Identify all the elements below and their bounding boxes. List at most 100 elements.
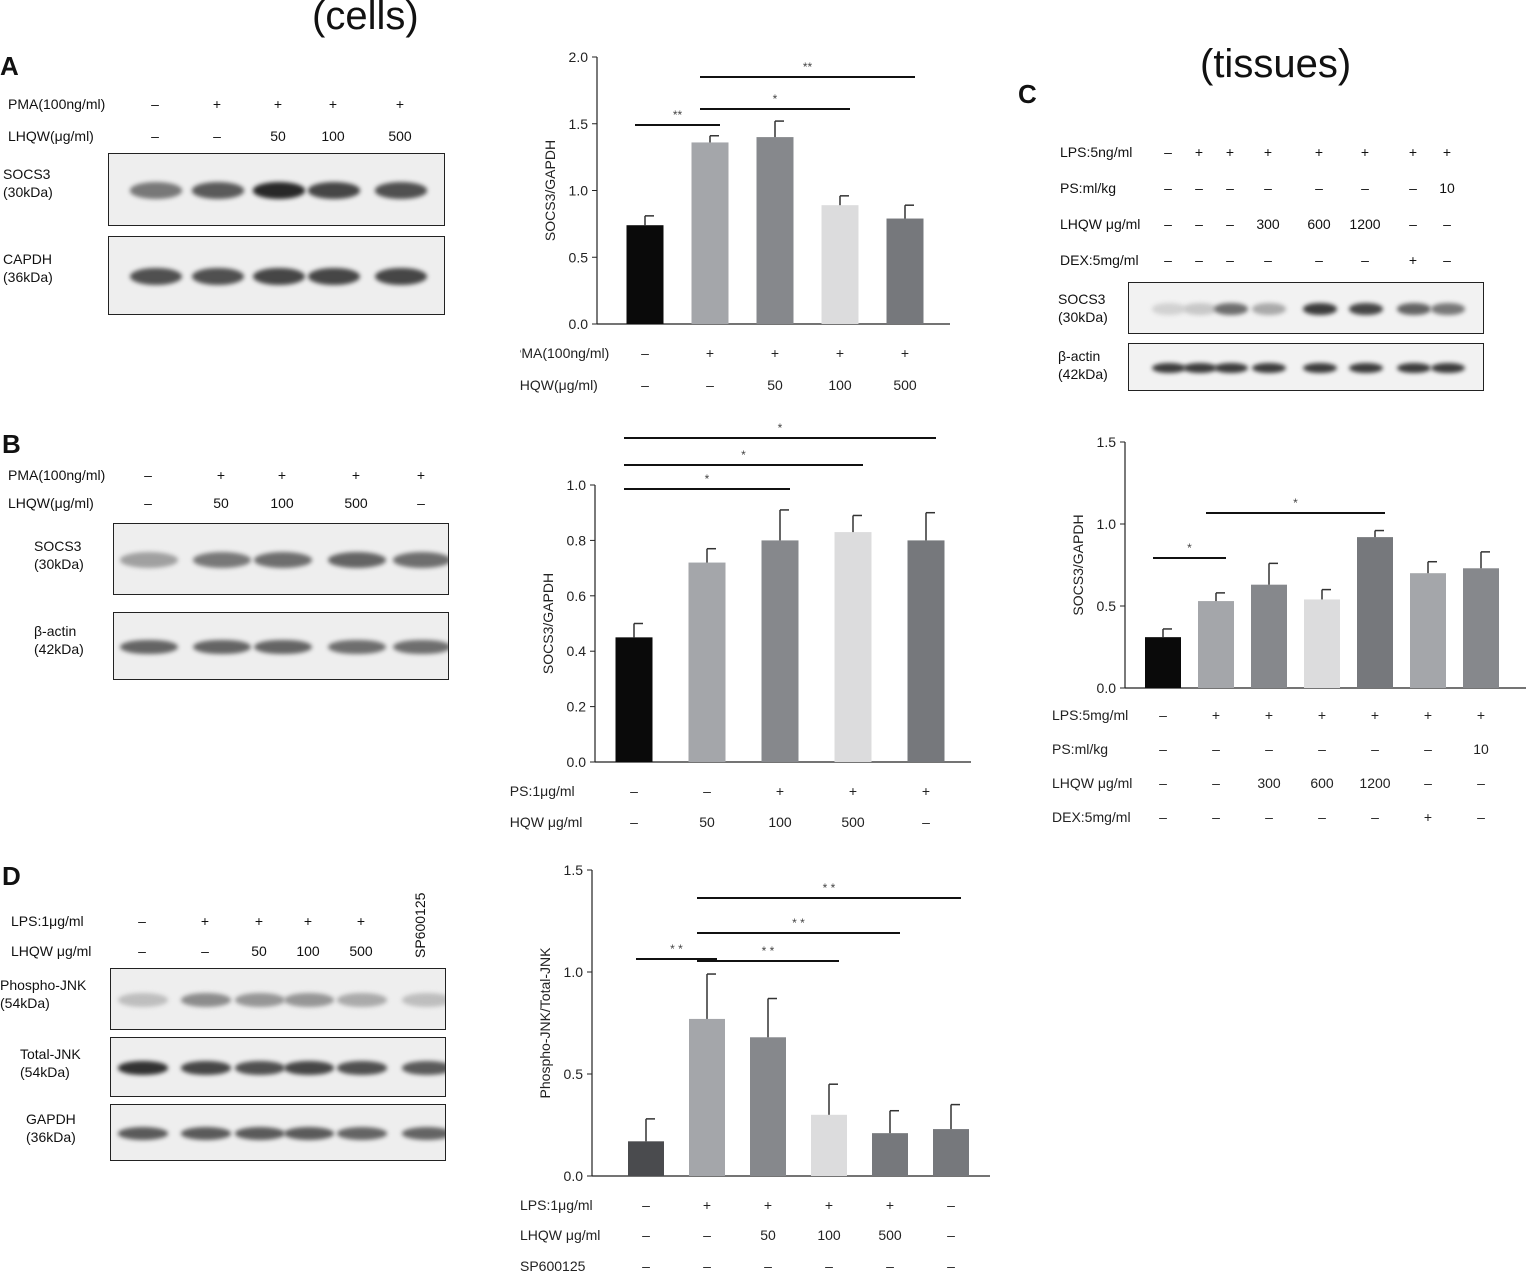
y-tick-label: 1.0 — [1097, 516, 1117, 532]
band-name: β-actin (42kDa) — [34, 623, 84, 657]
blot-band — [1303, 303, 1337, 315]
condition-value: + — [303, 913, 313, 929]
blot-band — [235, 1127, 285, 1140]
condition-value: 600 — [1310, 775, 1334, 791]
blot-band — [181, 1061, 231, 1075]
blot-band — [254, 639, 312, 655]
condition-value: – — [1159, 775, 1167, 791]
condition-value: – — [1159, 809, 1167, 825]
condition-value: – — [1361, 180, 1369, 196]
panel-label-d: D — [2, 861, 21, 891]
condition-value: – — [642, 1258, 650, 1274]
blot-band — [337, 993, 387, 1007]
condition-value: – — [138, 943, 146, 959]
blot-band — [235, 1061, 285, 1075]
y-tick-label: 1.5 — [1097, 434, 1117, 450]
condition-value: – — [1265, 809, 1273, 825]
bar — [872, 1133, 908, 1176]
condition-value: + — [776, 783, 784, 799]
condition-label: DEX:5mg/ml — [1052, 809, 1131, 825]
bar — [1304, 599, 1340, 688]
condition-value: + — [1442, 144, 1452, 160]
bar — [750, 1037, 786, 1176]
condition-label: LPS:1μg/ml — [510, 783, 575, 799]
condition-value: – — [1424, 775, 1432, 791]
blot-band — [375, 267, 427, 286]
condition-value: + — [1194, 144, 1204, 160]
condition-value: – — [1443, 252, 1451, 268]
blot-band — [1431, 362, 1465, 374]
condition-value: – — [947, 1258, 955, 1274]
condition-label: LHQW(μg/ml) — [8, 495, 94, 511]
condition-value: + — [706, 345, 714, 361]
significance-label: * * — [762, 944, 775, 958]
blot-band — [1152, 362, 1186, 374]
condition-value: – — [1212, 775, 1220, 791]
blot-band — [1183, 362, 1217, 374]
blot-band — [130, 182, 182, 199]
condition-value: 50 — [767, 377, 783, 393]
significance-label: * — [778, 421, 783, 435]
blot-band — [193, 639, 251, 655]
bar — [1198, 601, 1234, 688]
condition-value: 50 — [699, 814, 715, 830]
condition-value: + — [764, 1197, 772, 1213]
blot-band — [193, 552, 251, 568]
condition-value: – — [1164, 144, 1172, 160]
condition-value: 500 — [893, 377, 917, 393]
condition-label: PMA(100ng/ml) — [8, 96, 106, 112]
condition-value: – — [1264, 252, 1272, 268]
blot-band — [402, 1127, 445, 1140]
condition-value: 500 — [841, 814, 865, 830]
condition-value: + — [1318, 707, 1326, 723]
blot-band — [1252, 362, 1286, 374]
condition-value: – — [1443, 216, 1451, 232]
y-tick-label: 0.8 — [567, 532, 587, 548]
bar-chart-c: 0.0 0.5 1.0 1.5 SOCS3/GAPDH * * LPS:5mg/ml – + + + +… — [1052, 434, 1526, 825]
bar — [1463, 568, 1499, 688]
condition-value: + — [395, 96, 405, 112]
blot-band — [284, 1127, 334, 1140]
significance-label: * * — [670, 942, 683, 956]
bar — [761, 540, 799, 762]
y-tick-label: 0.6 — [567, 588, 587, 604]
condition-value: 100 — [768, 814, 792, 830]
bar — [1410, 573, 1446, 688]
panel-label-a: A — [0, 51, 19, 81]
significance-label: * — [773, 92, 778, 106]
condition-value: – — [1226, 252, 1234, 268]
condition-value: 100 — [296, 943, 320, 959]
condition-value: + — [356, 913, 366, 929]
condition-value: + — [277, 467, 287, 483]
blot-image — [108, 236, 445, 315]
condition-value: + — [1265, 707, 1273, 723]
condition-value: – — [703, 783, 711, 799]
significance-label: * — [741, 448, 746, 462]
y-tick-label: 1.0 — [569, 183, 589, 199]
condition-value: – — [1371, 741, 1379, 757]
significance-label: ** — [803, 60, 813, 74]
bar — [907, 540, 945, 762]
condition-value: + — [212, 96, 222, 112]
band-name: SOCS3 (30kDa) — [34, 538, 84, 572]
condition-value: – — [642, 1197, 650, 1213]
panel-label-c: C — [1018, 79, 1037, 109]
blot-band — [328, 639, 386, 655]
condition-value: – — [1409, 180, 1417, 196]
bar — [886, 218, 924, 324]
condition-value: + — [1314, 144, 1324, 160]
blot-band — [192, 182, 244, 199]
cells-header: (cells) — [312, 0, 419, 38]
condition-value: + — [1424, 809, 1432, 825]
band-name: Phospho-JNK (54kDa) — [0, 977, 87, 1011]
blot-image — [1128, 343, 1484, 391]
blot-band — [181, 993, 231, 1007]
condition-value: – — [1424, 741, 1432, 757]
condition-value: 300 — [1256, 216, 1280, 232]
blot-band — [1349, 303, 1383, 315]
condition-value: 100 — [270, 495, 294, 511]
condition-value: + — [901, 345, 909, 361]
y-tick-label: 0.2 — [567, 699, 587, 715]
bar — [821, 205, 859, 324]
condition-value: + — [216, 467, 226, 483]
